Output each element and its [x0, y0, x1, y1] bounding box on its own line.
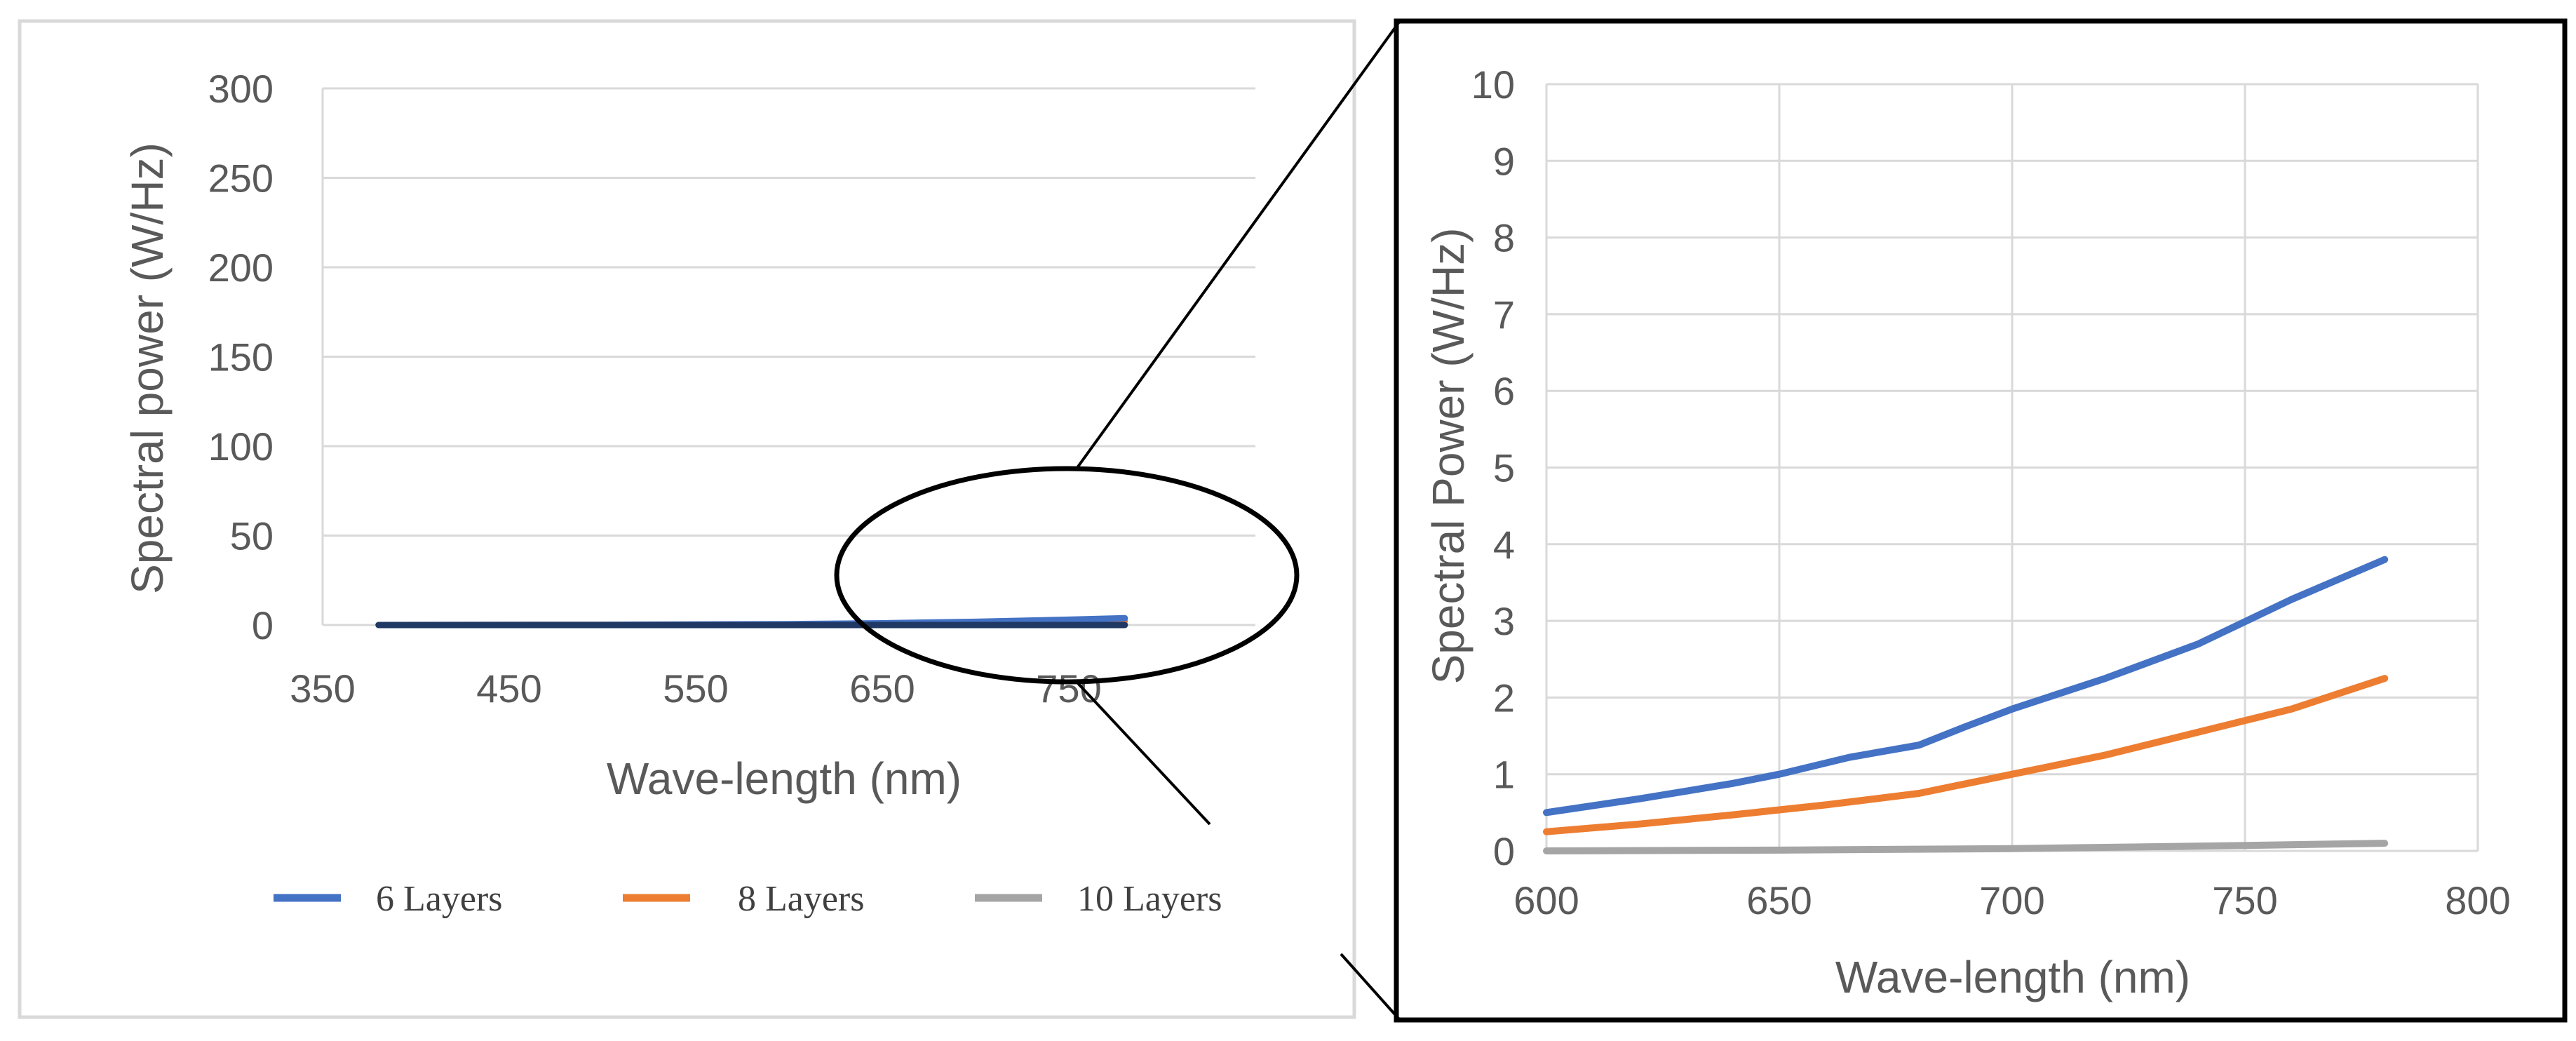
- zoom-chart-frame: [1394, 18, 2568, 1023]
- overview-plot-lines: [375, 614, 1128, 629]
- zoom-y-tick-8: 8: [1493, 216, 1515, 260]
- overview-chart-frame: [18, 19, 1356, 1019]
- zoom-y-tick-5: 5: [1493, 446, 1515, 490]
- zoom-y-tick-6: 6: [1493, 369, 1515, 413]
- overview-x-axis-title: Wave-length (nm): [607, 753, 962, 804]
- zoom-connector-bottom: [1075, 680, 1211, 826]
- overview-x-tick-450: 450: [476, 666, 541, 711]
- zoom-y-tick-labels: 0 1 2 3 4 5 6 7 8 9 10: [1471, 62, 1515, 873]
- zoom-x-axis-title: Wave-length (nm): [1835, 952, 2190, 1002]
- overview-y-axis-title: Spectral power (W/Hz): [122, 142, 173, 594]
- legend: 6 Layers 8 Layers 10 Layers: [274, 879, 1222, 919]
- legend-label-6-layers: 6 Layers: [376, 879, 502, 919]
- overview-y-tick-200: 200: [208, 246, 274, 290]
- zoom-x-tick-750: 750: [2212, 878, 2277, 922]
- zoom-series-8-layers: [1543, 675, 2389, 835]
- zoom-connector-top: [1075, 20, 1401, 470]
- overview-x-tick-650: 650: [849, 666, 915, 711]
- zoom-y-tick-2: 2: [1493, 676, 1515, 720]
- overview-x-tick-750: 750: [1036, 666, 1101, 711]
- overview-x-tick-350: 350: [290, 666, 355, 711]
- zoom-connector-bottom-end: [1340, 953, 1401, 1021]
- zoom-x-tick-650: 650: [1746, 878, 1812, 922]
- overview-x-tick-550: 550: [663, 666, 728, 711]
- zoom-y-tick-7: 7: [1493, 293, 1515, 337]
- zoom-plot-lines: [1543, 556, 2389, 854]
- zoom-series-6-layers: [1543, 556, 2389, 817]
- zoom-y-tick-3: 3: [1493, 599, 1515, 643]
- zoom-series-10-layers: [1543, 840, 2389, 854]
- zoom-x-tick-800: 800: [2445, 878, 2510, 922]
- overview-y-tick-0: 0: [252, 603, 274, 647]
- zoom-y-axis-title: Spectral Power (W/Hz): [1423, 228, 1474, 685]
- overview-y-tick-300: 300: [208, 67, 274, 111]
- zoom-y-tick-9: 9: [1493, 139, 1515, 183]
- zoom-x-tick-700: 700: [1979, 878, 2044, 922]
- overview-y-tick-100: 100: [208, 424, 274, 469]
- legend-label-8-layers: 8 Layers: [738, 879, 864, 919]
- overview-y-tick-150: 150: [208, 335, 274, 380]
- overview-y-tick-50: 50: [230, 514, 274, 558]
- zoom-y-tick-1: 1: [1493, 753, 1515, 797]
- zoom-y-tick-4: 4: [1493, 523, 1515, 567]
- zoom-x-tick-600: 600: [1513, 878, 1579, 922]
- overview-x-tick-labels: 350 450 550 650 750: [290, 666, 1101, 711]
- zoom-region-ellipse: [834, 466, 1300, 685]
- legend-label-10-layers: 10 Layers: [1077, 879, 1222, 919]
- zoom-y-tick-0: 0: [1493, 829, 1515, 873]
- zoom-x-tick-labels: 600 650 700 750 800: [1513, 878, 2510, 922]
- overview-y-tick-labels: 0 50 100 150 200 250 300: [208, 67, 274, 647]
- zoom-y-tick-10: 10: [1471, 62, 1515, 107]
- overview-y-tick-250: 250: [208, 156, 274, 201]
